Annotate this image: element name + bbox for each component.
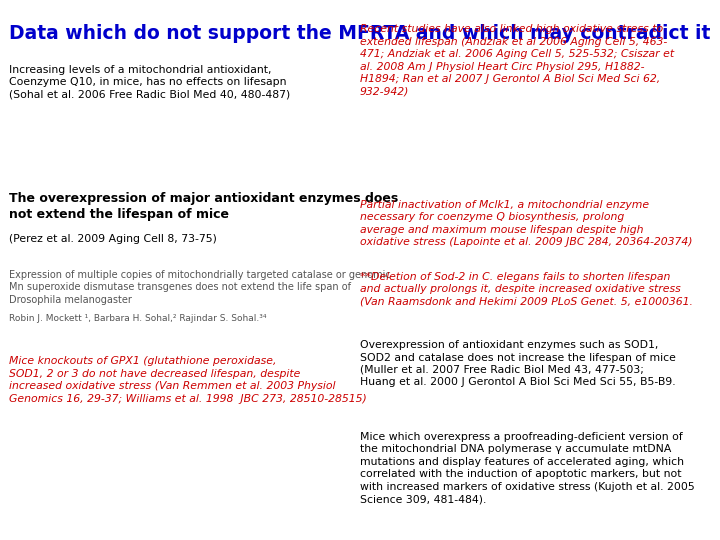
- Text: (Perez et al. 2009 Aging Cell 8, 73-75): (Perez et al. 2009 Aging Cell 8, 73-75): [9, 234, 217, 245]
- Text: Mice knockouts of GPX1 (glutathione peroxidase,
SOD1, 2 or 3 do not have decreas: Mice knockouts of GPX1 (glutathione pero…: [9, 356, 366, 403]
- Text: Expression of multiple copies of mitochondrially targeted catalase or genomic
Mn: Expression of multiple copies of mitocho…: [9, 270, 390, 305]
- Text: Increasing levels of a mitochondrial antioxidant,
Coenzyme Q10, in mice, has no : Increasing levels of a mitochondrial ant…: [9, 65, 290, 99]
- Text: Robin J. Mockett ¹, Barbara H. Sohal,² Rajindar S. Sohal.³⁴: Robin J. Mockett ¹, Barbara H. Sohal,² R…: [9, 314, 266, 323]
- Text: **Deletion of Sod-2 in C. elegans fails to shorten lifespan
and actually prolong: **Deletion of Sod-2 in C. elegans fails …: [360, 272, 693, 306]
- Text: Mice which overexpress a proofreading-deficient version of
the mitochondrial DNA: Mice which overexpress a proofreading-de…: [360, 432, 695, 504]
- Text: Recent studies have also linked high oxidative stress to
extended lifespan (Andz: Recent studies have also linked high oxi…: [360, 24, 674, 96]
- Text: The overexpression of major antioxidant enzymes does
not extend the lifespan of : The overexpression of major antioxidant …: [9, 192, 398, 221]
- Text: Overexpression of antioxidant enzymes such as SOD1,
SOD2 and catalase does not i: Overexpression of antioxidant enzymes su…: [360, 340, 676, 387]
- Text: Partial inactivation of Mclk1, a mitochondrial enzyme
necessary for coenzyme Q b: Partial inactivation of Mclk1, a mitocho…: [360, 200, 693, 247]
- Text: Data which do not support the MFRTA and which may contradict it: Data which do not support the MFRTA and …: [9, 24, 710, 43]
